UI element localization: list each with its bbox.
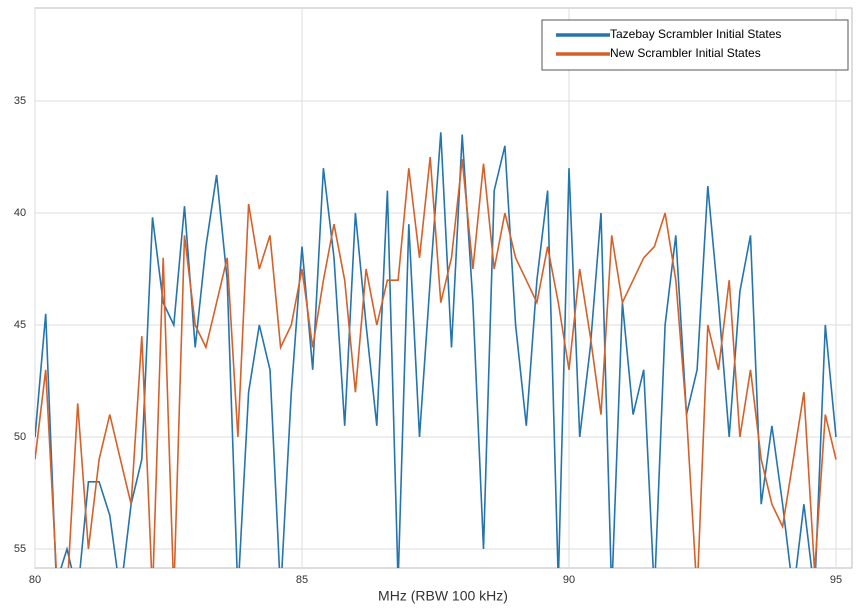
y-tick-label: 50 — [14, 431, 26, 443]
series-line — [35, 132, 837, 568]
y-tick-label: 40 — [14, 207, 26, 219]
series-line — [35, 156, 837, 568]
legend-label: New Scrambler Initial States — [610, 46, 761, 60]
x-tick-label: 85 — [296, 574, 308, 586]
legend-label: Tazebay Scrambler Initial States — [610, 27, 781, 41]
x-tick-label: 80 — [29, 574, 41, 586]
y-tick-label: 35 — [14, 95, 26, 107]
x-tick-label: 95 — [830, 574, 842, 586]
y-tick-label: 55 — [14, 543, 26, 555]
x-tick-label: 90 — [563, 574, 575, 586]
x-axis-label: MHz (RBW 100 kHz) — [378, 588, 508, 604]
legend — [541, 19, 849, 71]
y-tick-label: 45 — [14, 319, 26, 331]
